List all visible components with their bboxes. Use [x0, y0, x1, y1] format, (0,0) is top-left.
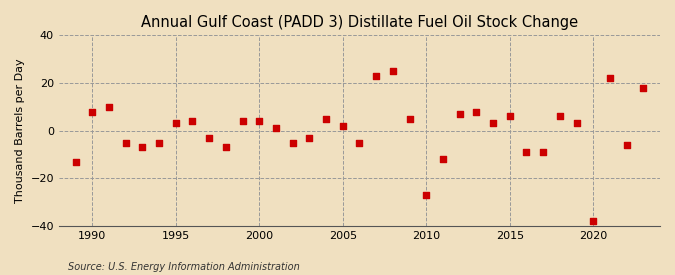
Point	[487, 121, 498, 126]
Title: Annual Gulf Coast (PADD 3) Distillate Fuel Oil Stock Change: Annual Gulf Coast (PADD 3) Distillate Fu…	[141, 15, 578, 30]
Point	[154, 140, 165, 145]
Point	[137, 145, 148, 150]
Point	[371, 74, 381, 78]
Y-axis label: Thousand Barrels per Day: Thousand Barrels per Day	[15, 58, 25, 203]
Point	[288, 140, 298, 145]
Point	[538, 150, 549, 154]
Point	[387, 69, 398, 73]
Point	[254, 119, 265, 123]
Point	[187, 119, 198, 123]
Point	[87, 109, 98, 114]
Point	[521, 150, 532, 154]
Point	[170, 121, 181, 126]
Point	[70, 160, 81, 164]
Point	[237, 119, 248, 123]
Point	[204, 136, 215, 140]
Point	[221, 145, 232, 150]
Point	[638, 86, 649, 90]
Point	[454, 112, 465, 116]
Point	[338, 124, 348, 128]
Point	[471, 109, 482, 114]
Text: Source: U.S. Energy Information Administration: Source: U.S. Energy Information Administ…	[68, 262, 299, 272]
Point	[504, 114, 515, 119]
Point	[304, 136, 315, 140]
Point	[605, 76, 616, 80]
Point	[354, 140, 365, 145]
Point	[588, 219, 599, 223]
Point	[103, 104, 114, 109]
Point	[437, 157, 448, 161]
Point	[621, 143, 632, 147]
Point	[120, 140, 131, 145]
Point	[421, 193, 431, 197]
Point	[321, 117, 331, 121]
Point	[404, 117, 415, 121]
Point	[271, 126, 281, 130]
Point	[571, 121, 582, 126]
Point	[554, 114, 565, 119]
